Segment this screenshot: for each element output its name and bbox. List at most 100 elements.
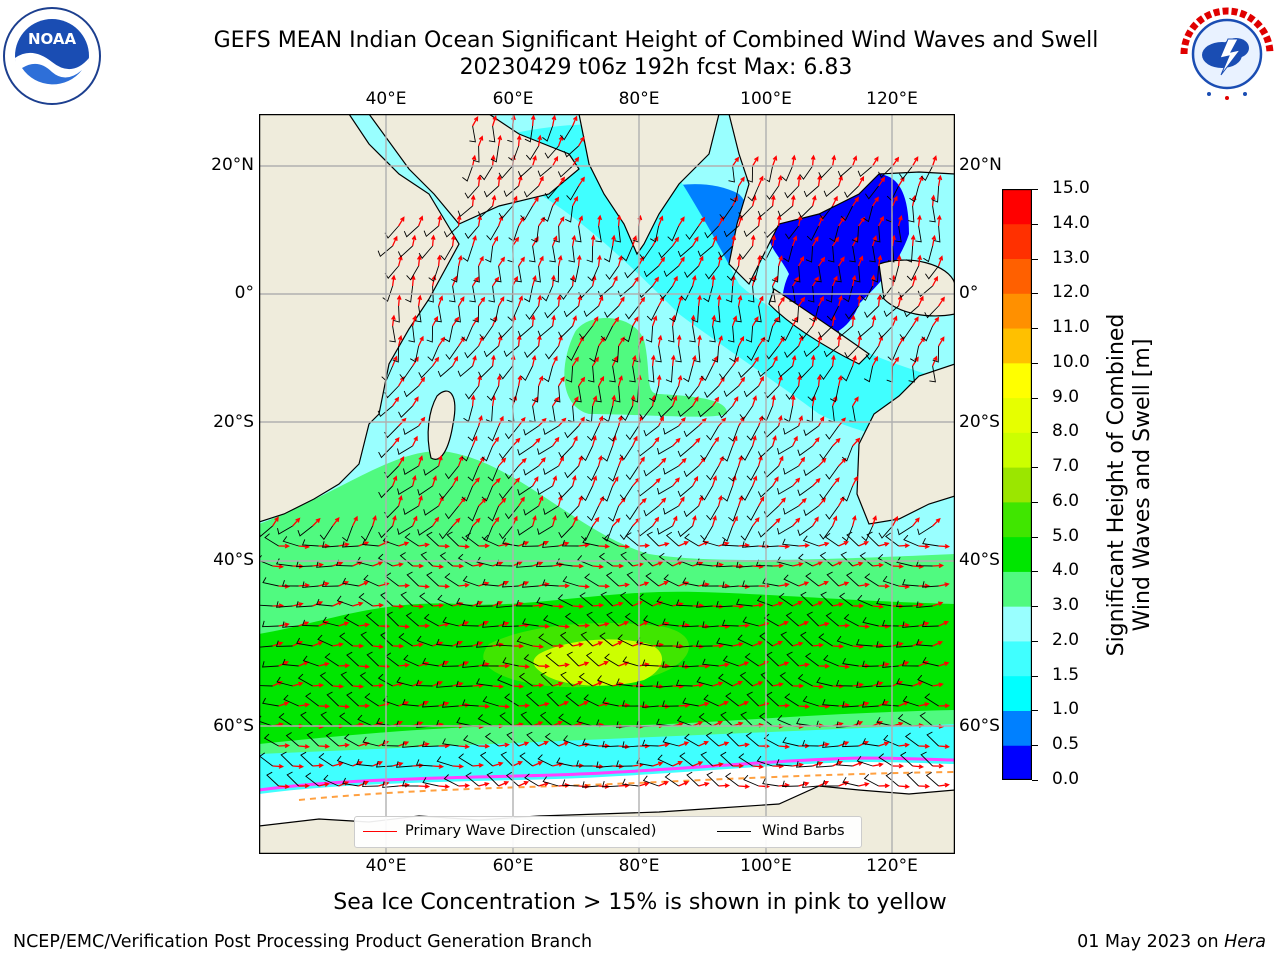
wave-direction-arrow: [931, 155, 938, 167]
wind-barb: [689, 325, 696, 343]
wind-barb: [859, 552, 873, 567]
wind-barb: [851, 225, 860, 243]
wave-direction-arrow: [938, 703, 951, 709]
wave-direction-arrow: [772, 316, 780, 327]
wave-direction-arrow: [658, 457, 667, 467]
wind-barb: [885, 532, 899, 547]
wind-barb: [276, 601, 293, 608]
wave-direction-arrow: [590, 234, 596, 247]
wind-barb: [456, 597, 473, 607]
wave-direction-arrow: [596, 254, 602, 267]
wind-barb: [467, 465, 480, 482]
wave-direction-arrow: [858, 216, 866, 227]
wind-barb: [324, 653, 339, 667]
wind-barb: [777, 205, 793, 218]
wind-barb: [649, 225, 660, 243]
wind-barb: [619, 445, 633, 461]
wind-barb: [579, 325, 593, 340]
wind-barb: [485, 245, 494, 263]
wind-barb: [602, 697, 619, 707]
wind-barb: [748, 285, 755, 303]
wind-barb: [711, 345, 720, 363]
lat-label-right-60s: 60°S: [959, 716, 1000, 736]
wave-direction-arrow: [638, 581, 650, 587]
wind-barb: [437, 594, 453, 607]
wave-direction-arrow: [571, 234, 577, 247]
wave-direction-arrow: [630, 394, 636, 407]
wind-barb: [685, 225, 699, 240]
wind-barb: [924, 305, 939, 319]
wind-barb: [777, 714, 793, 727]
wind-barb: [495, 559, 513, 567]
wind-barb: [856, 681, 873, 688]
wave-direction-arrow: [498, 781, 510, 787]
wave-direction-arrow: [391, 515, 397, 527]
wind-barb: [700, 365, 714, 382]
wave-direction-arrow: [772, 601, 784, 607]
wave-direction-arrow: [458, 496, 466, 507]
wave-direction-arrow: [558, 376, 565, 387]
wave-direction-arrow: [672, 437, 681, 447]
wind-barb: [280, 751, 293, 767]
wave-direction-arrow: [617, 255, 623, 267]
wave-direction-arrow: [792, 276, 800, 287]
wind-barb: [503, 345, 519, 358]
wave-direction-arrow: [618, 544, 631, 549]
wave-direction-arrow: [418, 623, 431, 629]
wave-direction-arrow: [616, 214, 622, 227]
wave-direction-arrow: [738, 701, 750, 707]
wave-direction-arrow: [810, 154, 816, 167]
wave-direction-arrow: [618, 621, 630, 627]
wind-barb: [901, 659, 919, 667]
colorbar-tick-label: 7.0: [1052, 456, 1080, 477]
wind-barb: [422, 740, 439, 748]
wave-direction-arrow: [670, 354, 676, 367]
wind-barb: [837, 325, 853, 338]
colorbar-tick-mark: [1032, 467, 1038, 469]
wave-direction-arrow: [352, 684, 365, 689]
wave-direction-arrow: [418, 783, 431, 789]
wave-direction-arrow: [398, 624, 411, 629]
wind-barb: [442, 616, 459, 627]
wave-direction-arrow: [837, 374, 843, 387]
wind-barb: [757, 525, 773, 538]
wind-barb: [380, 631, 393, 647]
wind-barb: [784, 185, 799, 199]
wave-direction-arrow: [652, 561, 664, 567]
wind-barb: [624, 265, 639, 279]
wind-barb: [614, 225, 621, 243]
map-frame: [258, 113, 956, 855]
wind-barb: [878, 753, 893, 767]
wind-barb: [803, 465, 819, 477]
wave-direction-arrow: [572, 681, 584, 687]
wind-barb: [305, 692, 319, 707]
wave-direction-arrow: [470, 394, 476, 407]
colorbar-swatch: [1002, 536, 1032, 572]
wave-direction-arrow: [697, 294, 702, 307]
wave-direction-arrow: [858, 624, 871, 629]
wave-direction-arrow: [438, 543, 451, 549]
wind-barb: [842, 657, 859, 667]
wave-direction-arrow: [838, 664, 851, 670]
wave-direction-arrow: [578, 701, 590, 707]
wind-barb: [562, 735, 579, 747]
wave-direction-arrow: [617, 455, 624, 467]
wind-barb: [488, 125, 496, 143]
wind-barb: [583, 305, 599, 318]
wind-barb: [404, 533, 419, 547]
wind-barb: [739, 245, 753, 260]
wind-barb: [259, 525, 273, 538]
wave-direction-arrow: [538, 175, 544, 187]
wave-direction-arrow: [832, 275, 838, 287]
wind-barb: [619, 485, 633, 501]
wind-barb: [869, 245, 876, 263]
wind-barb: [621, 245, 634, 262]
wind-barb: [446, 531, 459, 547]
wind-barb: [861, 660, 879, 667]
wind-barb: [405, 285, 414, 303]
wave-direction-arrow: [558, 583, 571, 589]
credit-branch: NCEP/EMC/Verification Post Processing Pr…: [13, 932, 593, 952]
wind-barb: [725, 285, 734, 303]
wind-barb: [682, 620, 699, 628]
wind-barb: [259, 645, 273, 648]
